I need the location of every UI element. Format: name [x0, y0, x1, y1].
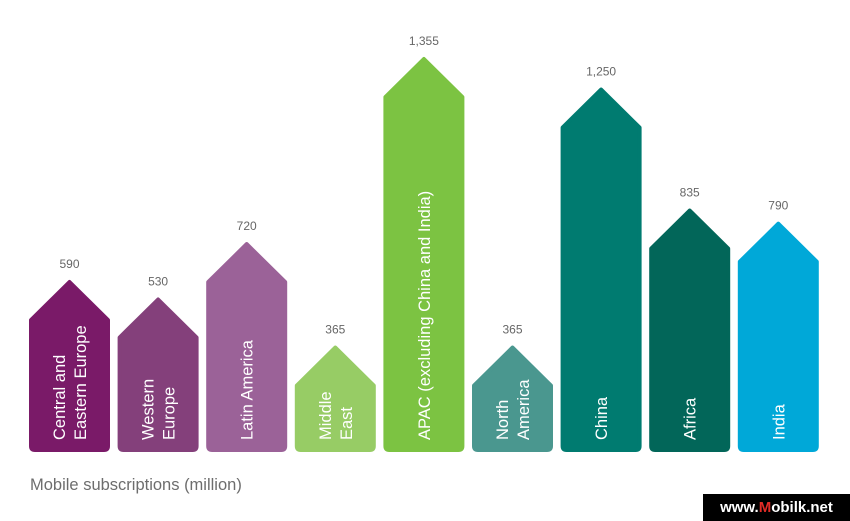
category-label-line: Central and — [51, 355, 69, 440]
value-label: 530 — [148, 274, 168, 288]
category-label-line: America — [515, 379, 533, 440]
watermark-suffix: obilk.net — [771, 499, 833, 516]
value-label: 790 — [768, 199, 788, 213]
value-label: 1,355 — [409, 34, 439, 48]
bar — [383, 57, 465, 452]
bar — [29, 280, 110, 452]
category-label: Western Europe — [140, 379, 179, 440]
category-label-line: China — [593, 396, 611, 440]
bar — [560, 87, 642, 452]
category-label-line: India — [770, 403, 788, 440]
bar — [206, 242, 288, 452]
category-label: Africa — [682, 397, 700, 440]
category-label-line: North — [494, 400, 512, 440]
value-label: 365 — [502, 323, 522, 337]
watermark-prefix: www. — [720, 499, 759, 516]
category-label: APAC (excluding China and India) — [416, 191, 434, 440]
bar-chart: 590 Central and Eastern Europe 530 Western Eu… — [29, 34, 819, 452]
bar — [649, 208, 731, 452]
category-label-line: Western — [140, 379, 158, 440]
value-label: 1,250 — [586, 65, 616, 79]
category-label-line: APAC (excluding China and India) — [416, 191, 434, 440]
bar — [294, 345, 376, 452]
category-label-line: Latin America — [239, 339, 257, 440]
value-label: 365 — [325, 323, 345, 337]
category-label-line: Eastern Europe — [72, 325, 90, 440]
category-label: India — [770, 403, 788, 440]
watermark-accent: M — [758, 499, 772, 516]
bar — [472, 345, 553, 452]
bar — [737, 221, 819, 452]
value-label: 720 — [237, 219, 257, 233]
category-label-line: Europe — [161, 387, 179, 440]
category-label: China — [593, 396, 611, 440]
value-label: 590 — [59, 257, 79, 271]
x-axis-label: Mobile subscriptions (million) — [30, 476, 242, 494]
category-label-line: East — [338, 407, 356, 440]
category-label: Middle East — [317, 391, 356, 440]
category-label: Latin America — [239, 339, 257, 440]
value-label: 835 — [680, 186, 700, 200]
category-label-line: Middle — [317, 391, 335, 440]
category-label: Central and Eastern Europe — [51, 325, 90, 440]
category-label-line: Africa — [682, 397, 700, 440]
category-label: North America — [494, 379, 533, 440]
watermark-logo: www.Mobilk.net — [703, 494, 850, 521]
bar — [117, 297, 199, 452]
